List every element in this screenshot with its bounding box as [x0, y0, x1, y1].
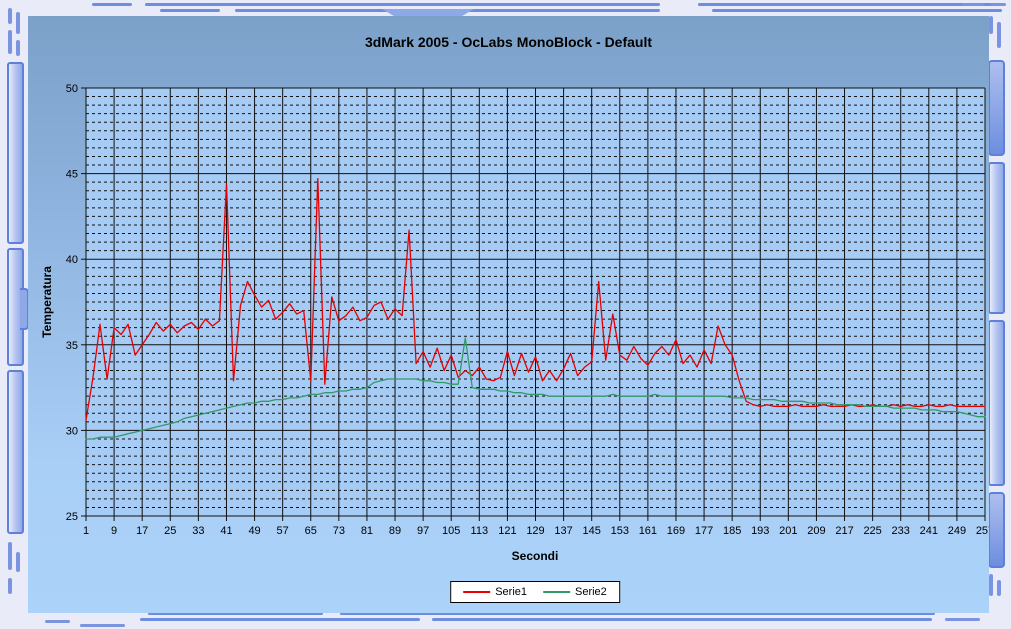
chart-title: 3dMark 2005 - OcLabs MonoBlock - Default — [364, 34, 653, 50]
x-tick-label: 17 — [136, 525, 148, 537]
frame-accent — [988, 60, 1005, 156]
legend-item-serie1: Serie1 — [463, 586, 527, 598]
x-tick-label: 121 — [498, 525, 516, 537]
frame-accent — [148, 612, 323, 615]
frame-accent — [7, 62, 24, 244]
frame-accent — [997, 580, 1001, 596]
legend-label: Serie2 — [575, 586, 607, 598]
chart-panel: 3dMark 2005 - OcLabs MonoBlock - Default… — [28, 16, 994, 613]
x-tick-label: 1 — [83, 525, 89, 537]
x-tick-label: 57 — [277, 525, 289, 537]
y-tick-label: 50 — [66, 83, 78, 95]
frame-accent — [988, 320, 1005, 486]
x-tick-label: 81 — [361, 525, 373, 537]
x-tick-label: 193 — [751, 525, 769, 537]
x-tick-label: 49 — [248, 525, 260, 537]
frame-accent — [16, 552, 20, 572]
frame-accent — [989, 574, 993, 596]
y-tick-label: 25 — [66, 511, 78, 523]
y-tick-label: 35 — [66, 340, 78, 352]
frame-accent — [8, 578, 12, 594]
x-tick-label: 41 — [220, 525, 232, 537]
y-axis-title: Temperatura — [40, 266, 54, 338]
legend: Serie1 Serie2 — [450, 581, 620, 603]
y-tick-label: 45 — [66, 169, 78, 181]
plot-area: 1 9 17 25 33 41 49 57 65 73 81 89 97 105 113 121 129 137 1… — [66, 83, 994, 537]
frame-accent — [962, 3, 984, 6]
series-line-serie2 — [85, 337, 986, 440]
legend-swatch-serie1 — [463, 591, 491, 593]
frame-accent — [432, 618, 932, 621]
frame-accent — [988, 492, 1005, 568]
series-line-serie1 — [85, 178, 986, 421]
x-tick-label: 9 — [111, 525, 117, 537]
y-tick-label: 40 — [66, 254, 78, 266]
frame-accent — [340, 612, 935, 615]
x-tick-label: 65 — [305, 525, 317, 537]
frame-accent — [988, 162, 1005, 314]
x-tick-label: 97 — [417, 525, 429, 537]
x-tick-label: 177 — [695, 525, 713, 537]
x-tick-label: 257 — [976, 525, 989, 537]
x-axis-title: Secondi — [511, 549, 559, 563]
x-tick-label: 185 — [723, 525, 741, 537]
x-tick-label: 129 — [526, 525, 544, 537]
x-tick-label: 225 — [863, 525, 881, 537]
x-tick-label: 33 — [192, 525, 204, 537]
frame-accent — [140, 618, 420, 621]
x-tick-label: 241 — [920, 525, 938, 537]
frame-accent — [160, 9, 220, 12]
x-tick-label: 169 — [667, 525, 685, 537]
frame-accent — [7, 370, 24, 534]
x-tick-label: 73 — [333, 525, 345, 537]
frame-accent — [8, 30, 12, 54]
frame-accent — [45, 620, 70, 623]
x-tick-label: 209 — [807, 525, 825, 537]
frame-accent — [8, 8, 12, 24]
x-tick-label: 161 — [639, 525, 657, 537]
legend-swatch-serie2 — [543, 591, 570, 593]
x-tick-label: 113 — [471, 525, 489, 537]
x-tick-label: 137 — [554, 525, 572, 537]
legend-item-serie2: Serie2 — [543, 586, 607, 598]
frame-accent — [92, 3, 132, 6]
x-tick-label: 201 — [779, 525, 797, 537]
frame-accent — [989, 16, 993, 34]
x-tick-label: 89 — [389, 525, 401, 537]
frame-accent — [990, 3, 1006, 6]
frame-accent — [997, 22, 1001, 48]
x-tick-label: 145 — [583, 525, 601, 537]
x-tick-label: 153 — [611, 525, 629, 537]
legend-label: Serie1 — [495, 586, 527, 598]
x-tick-label: 25 — [164, 525, 176, 537]
frame-accent — [16, 40, 20, 56]
frame-accent — [16, 12, 20, 34]
frame-accent — [8, 542, 12, 570]
x-tick-label: 105 — [442, 525, 460, 537]
x-tick-label: 249 — [948, 525, 966, 537]
frame-accent — [145, 3, 660, 6]
frame-accent — [698, 3, 1005, 6]
x-tick-label: 233 — [892, 525, 910, 537]
frame-accent — [712, 9, 1002, 12]
frame-accent — [80, 624, 125, 627]
y-tick-label: 30 — [66, 425, 78, 437]
frame-accent — [945, 618, 980, 621]
x-tick-label: 217 — [835, 525, 853, 537]
